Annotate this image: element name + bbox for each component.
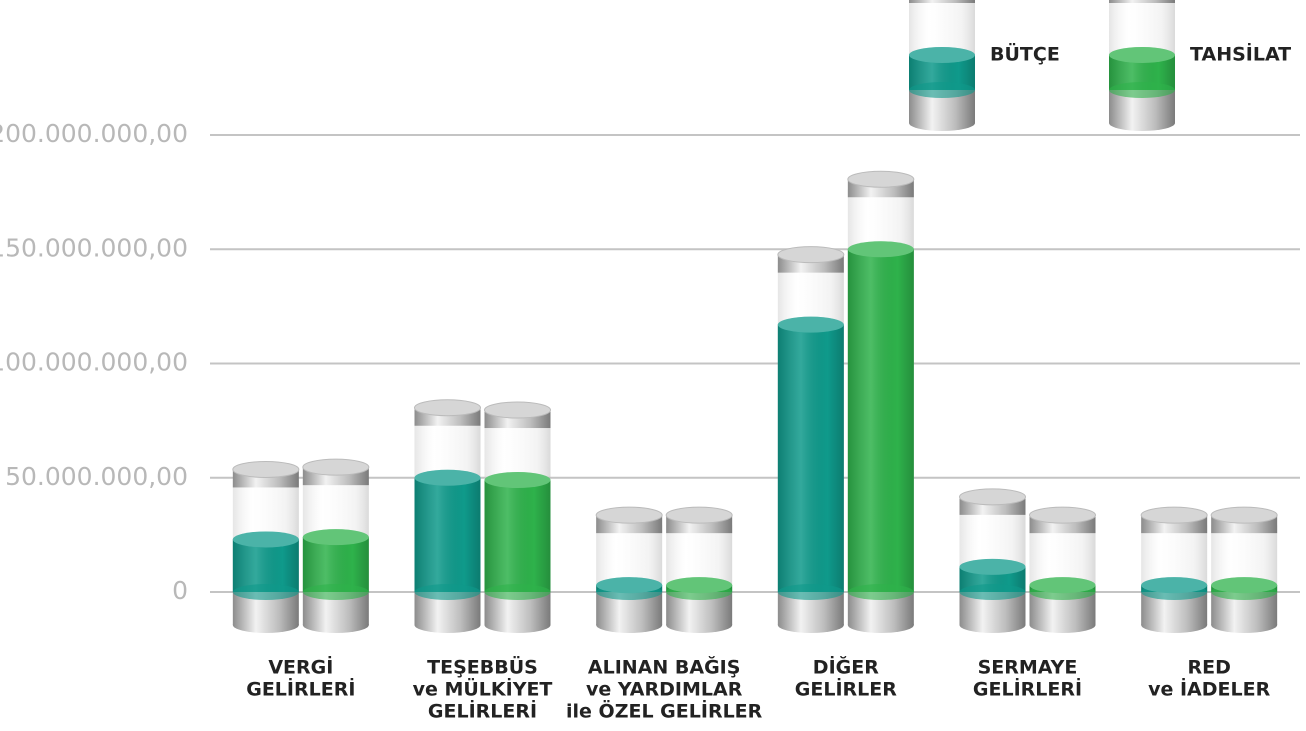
bar-top-shine [959, 558, 1026, 575]
cap-top [484, 401, 551, 419]
x-tick-label: ALINAN BAĞIŞ [588, 655, 741, 679]
bar-top [484, 472, 551, 489]
base-bottom [1029, 617, 1096, 633]
cap-top [665, 506, 733, 524]
bar-base-edge [302, 584, 369, 600]
base-bottom [1109, 115, 1175, 131]
bar-top-shine [484, 472, 551, 489]
base-bottom [959, 617, 1026, 633]
base-bottom [666, 617, 733, 633]
base-bottom [1211, 617, 1278, 633]
y-tick-label: 150.000.000,00 [0, 233, 188, 262]
bar-top-shine [666, 577, 733, 594]
bar-top [596, 577, 663, 594]
legend-label: BÜTÇE [990, 42, 1060, 66]
bar-top [232, 531, 299, 548]
bar-top [777, 316, 844, 333]
bar-top-shine [847, 241, 914, 258]
x-tick-label: ve MÜLKİYET [413, 677, 553, 701]
cap-top [1210, 506, 1278, 524]
bar-top-shine [1211, 577, 1278, 594]
bar-top-shine [777, 316, 844, 333]
base-bottom [414, 617, 481, 633]
bar-base-edge [777, 584, 844, 600]
bar-top [414, 469, 481, 486]
bar-shade [777, 324, 844, 592]
cap-top [1029, 506, 1096, 524]
x-tick-label: ile ÖZEL GELİRLER [566, 699, 763, 723]
bar-top-shine [1109, 47, 1175, 63]
bar-shade [484, 480, 551, 592]
bar-base-edge [847, 584, 914, 600]
legend-label: TAHSİLAT [1190, 42, 1291, 66]
bar-top [1141, 577, 1208, 594]
bar-base-edge [1109, 82, 1175, 98]
y-tick-label: 100.000.000,00 [0, 348, 188, 377]
base-bottom [847, 617, 914, 633]
y-tick-label: 50.000.000,00 [5, 462, 188, 491]
bar-shade [232, 539, 299, 592]
cap-top [1140, 506, 1208, 524]
base-bottom [484, 617, 551, 633]
bar-top [302, 529, 369, 546]
bar-base-edge [959, 584, 1026, 600]
cap [1109, 0, 1175, 3]
bar-top-shine [414, 469, 481, 486]
cap-top [847, 170, 915, 188]
cap-top [595, 506, 663, 524]
bar-base-edge [232, 584, 299, 600]
bar-top-shine [232, 531, 299, 548]
cap [909, 0, 975, 3]
bar-top-shine [1029, 577, 1096, 594]
bar-top [666, 577, 733, 594]
x-tick-label: GELİRLERİ [428, 699, 537, 723]
x-tick-label: GELİRLER [795, 677, 897, 701]
bar-base-edge [909, 82, 975, 98]
bar-top [1029, 577, 1096, 594]
x-tick-label: ve YARDIMLAR [586, 679, 743, 701]
cap-top [232, 460, 300, 478]
x-tick-label: GELİRLERİ [973, 677, 1082, 701]
cap-top [959, 488, 1026, 506]
bar-top [847, 241, 914, 258]
bar-base-edge [484, 584, 551, 600]
x-tick-label: ve İADELER [1148, 677, 1270, 701]
cap-top [777, 246, 845, 264]
x-tick-label: SERMAYE [978, 657, 1078, 679]
bar-top-shine [1141, 577, 1208, 594]
bar-top [959, 558, 1026, 575]
base-bottom [909, 115, 975, 131]
x-tick-label: RED [1187, 657, 1230, 679]
base-bottom [1141, 617, 1208, 633]
bar-shade [847, 249, 914, 592]
bar-top-shine [302, 529, 369, 546]
bar-top [1211, 577, 1278, 594]
bar-top [909, 47, 975, 63]
base-bottom [232, 617, 299, 633]
bar-shade [414, 477, 481, 592]
bar-top-shine [596, 577, 663, 594]
base-bottom [777, 617, 844, 633]
x-tick-label: GELİRLERİ [246, 677, 355, 701]
x-tick-label: DİĞER [813, 655, 879, 679]
base-bottom [302, 617, 369, 633]
y-tick-label: 200.000.000,00 [0, 119, 188, 148]
bar-top-shine [909, 47, 975, 63]
bar-top [1109, 47, 1175, 63]
cap-top [302, 458, 370, 476]
base-bottom [596, 617, 663, 633]
bar-shade [302, 537, 369, 592]
x-tick-label: TEŞEBBÜS [427, 655, 538, 679]
y-tick-label: 0 [172, 576, 188, 605]
bar-base-edge [414, 584, 481, 600]
cap-top [414, 399, 481, 417]
x-tick-label: VERGİ [268, 655, 333, 679]
